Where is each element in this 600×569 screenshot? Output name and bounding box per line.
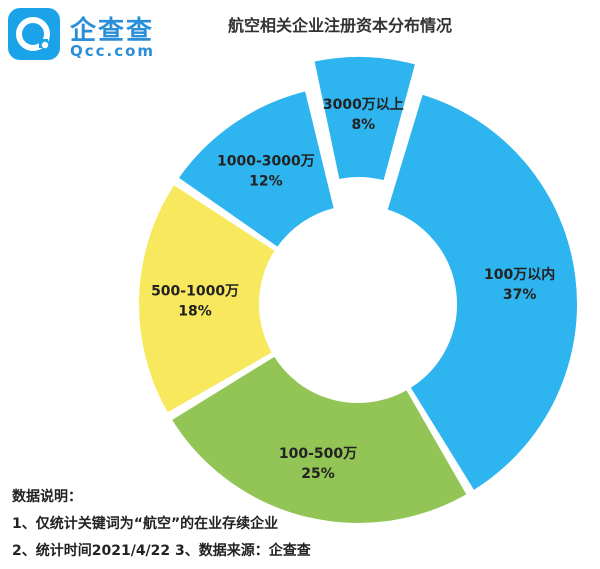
slice-3	[176, 89, 336, 250]
logo-domain: Qcc.com	[70, 42, 156, 60]
slice-1-label: 100-500万	[279, 446, 357, 462]
qcc-logo: 企查查 Qcc.com	[6, 6, 176, 66]
qcc-logo-icon	[8, 8, 60, 60]
slice-0	[385, 92, 579, 493]
slice-2-label: 500-1000万	[151, 283, 239, 299]
slice-4-label: 3000万以上	[323, 97, 404, 113]
slice-2	[137, 182, 278, 416]
notes: 数据说明： 1、仅统计关键词为“航空”的在业存续企业 2、统计时间2021/4/…	[12, 484, 311, 565]
slice-4-percent: 8%	[351, 117, 375, 133]
slice-3-percent: 12%	[249, 174, 283, 190]
logo-name: 企查查	[70, 16, 155, 46]
notes-heading: 数据说明：	[12, 489, 82, 505]
chart-title: 航空相关企业注册资本分布情况	[227, 16, 452, 35]
notes-line-2: 2、统计时间2021/4/22 3、数据来源：企查查	[12, 543, 311, 559]
notes-line-1: 1、仅统计关键词为“航空”的在业存续企业	[12, 516, 279, 532]
slice-4	[312, 55, 418, 183]
slice-0-label: 100万以内	[484, 266, 555, 283]
slice-3-label: 1000-3000万	[217, 154, 315, 170]
slice-0-percent: 37%	[503, 287, 537, 303]
slice-1-percent: 25%	[301, 466, 335, 482]
slice-2-percent: 18%	[178, 303, 212, 319]
slice-1	[169, 354, 470, 525]
